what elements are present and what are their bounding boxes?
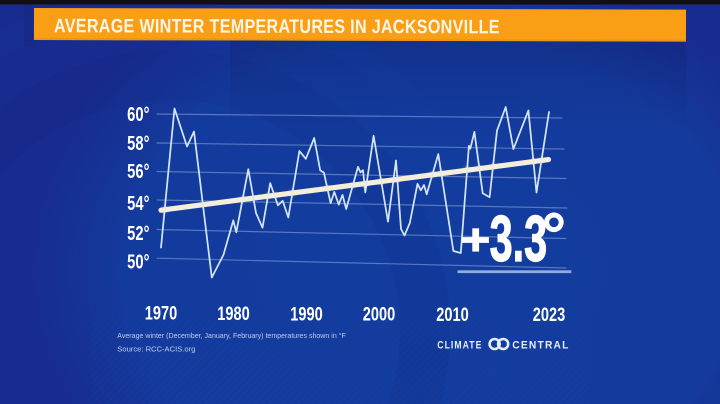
svg-text:2023: 2023 xyxy=(533,303,565,326)
svg-text:AVERAGE WINTER TEMPERATURES IN: AVERAGE WINTER TEMPERATURES IN JACKSONVI… xyxy=(54,15,500,38)
svg-text:CLIMATE: CLIMATE xyxy=(437,339,482,351)
svg-text:Average winter (December, Janu: Average winter (December, January, Febru… xyxy=(117,332,346,340)
svg-text:56°: 56° xyxy=(127,159,149,182)
svg-text:2010: 2010 xyxy=(436,303,468,326)
svg-text:50°: 50° xyxy=(127,250,149,273)
svg-text:CENTRAL: CENTRAL xyxy=(512,339,569,351)
svg-text:3.3: 3.3 xyxy=(490,203,548,276)
svg-text:Source: RCC-ACIS.org: Source: RCC-ACIS.org xyxy=(117,345,195,354)
svg-text:1980: 1980 xyxy=(217,302,249,325)
svg-text:52°: 52° xyxy=(127,221,149,244)
svg-text:60°: 60° xyxy=(127,103,149,126)
svg-text:54°: 54° xyxy=(127,191,149,214)
svg-text:2000: 2000 xyxy=(363,302,395,325)
svg-text:1970: 1970 xyxy=(145,302,177,325)
svg-text:58°: 58° xyxy=(127,131,149,154)
svg-text:1990: 1990 xyxy=(290,302,322,325)
